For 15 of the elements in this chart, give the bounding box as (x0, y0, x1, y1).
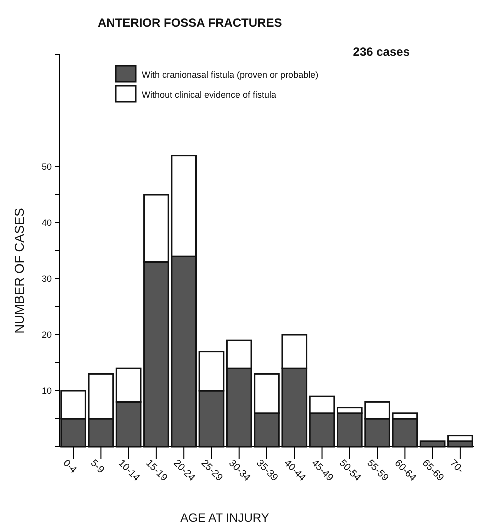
annotation: 236 cases (353, 45, 410, 59)
legend-label: Without clinical evidence of fistula (142, 90, 277, 100)
y-tick-label: 50 (42, 162, 52, 172)
y-tick-label: 10 (42, 386, 52, 396)
y-tick-label: 30 (42, 274, 52, 284)
bar (420, 440, 446, 448)
x-axis-title: AGE AT INJURY (180, 511, 270, 525)
x-tick-label: 5-9 (88, 458, 107, 476)
x-tick-label: 0-4 (60, 458, 79, 476)
legend-label: With cranionasal fistula (proven or probable) (142, 70, 319, 80)
y-tick-label: 20 (42, 330, 52, 340)
y-axis-title: NUMBER OF CASES (12, 208, 27, 334)
y-tick-label: 40 (42, 218, 52, 228)
x-tick-label: 70- (448, 458, 466, 476)
chart-title: ANTERIOR FOSSA FRACTURES (98, 16, 282, 30)
